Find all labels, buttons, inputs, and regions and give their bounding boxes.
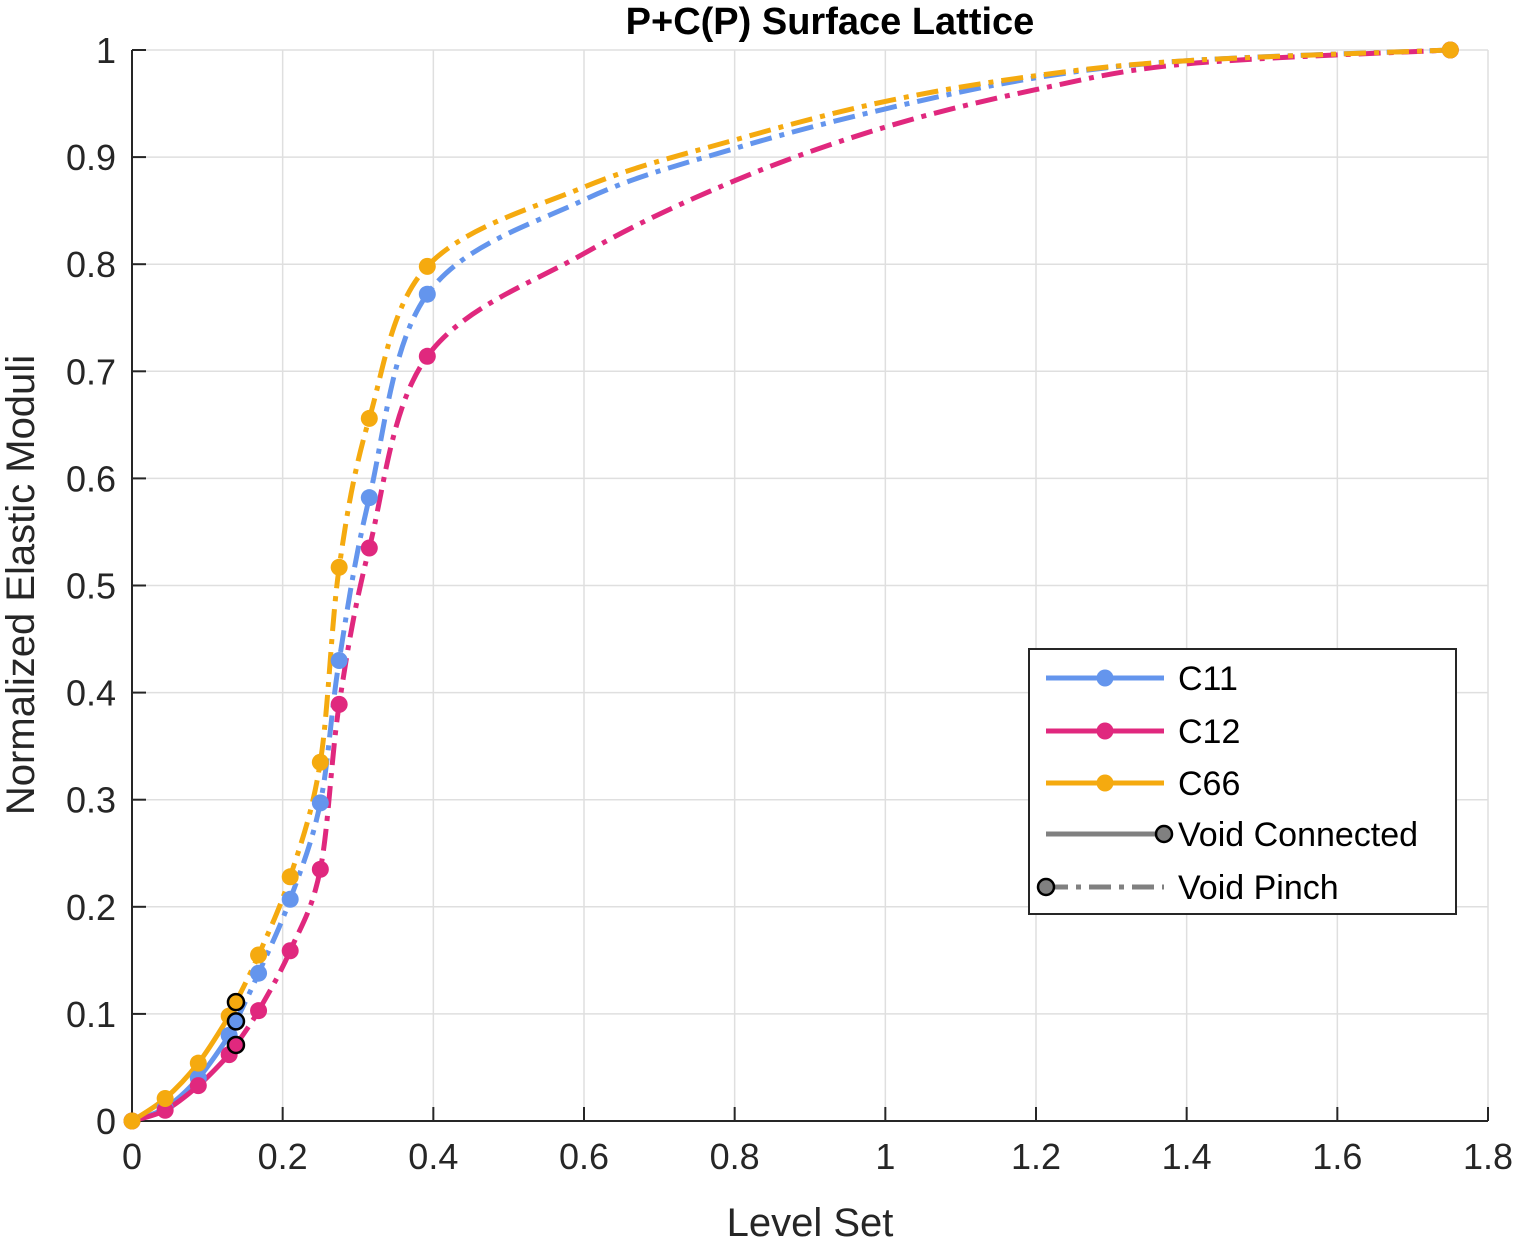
- data-point-c11: [281, 890, 299, 908]
- legend-label-c66: C66: [1178, 765, 1240, 803]
- x-tick-label: 0.4: [408, 1136, 458, 1177]
- x-tick-label: 0.2: [258, 1136, 308, 1177]
- x-tick-labels: 0 0.2 0.4 0.6 0.8 1 1.2 1.4 1.6 1.8: [122, 1136, 1513, 1177]
- y-tick-label: 1: [96, 30, 116, 71]
- data-point-c66: [123, 1112, 141, 1130]
- data-point-c12: [418, 347, 436, 365]
- legend: C11 C12 C66 Void Connected Void Pinch: [1028, 648, 1457, 915]
- data-point-c66: [156, 1090, 174, 1108]
- data-point-c66: [330, 558, 348, 576]
- chart-title: P+C(P) Surface Lattice: [626, 1, 1035, 43]
- y-tick-label: 0.5: [66, 566, 116, 607]
- legend-marker-c12: [1096, 722, 1114, 740]
- data-point-c66: [281, 868, 299, 886]
- x-tick-label: 0: [122, 1136, 142, 1177]
- y-tick-label: 0.3: [66, 780, 116, 821]
- y-tick-label: 0.2: [66, 887, 116, 928]
- data-point-c66: [311, 753, 329, 771]
- x-tick-label: 1.4: [1162, 1136, 1212, 1177]
- legend-marker-void-connected: [1154, 824, 1174, 844]
- x-tick-label: 1: [875, 1136, 895, 1177]
- data-point-c11: [330, 651, 348, 669]
- x-axis-label: Level Set: [727, 1201, 894, 1244]
- data-point-c66: [418, 257, 436, 275]
- data-point-c66: [360, 409, 378, 427]
- axes: [131, 49, 1489, 1122]
- data-point-c11: [311, 794, 329, 812]
- data-point-c66: [1441, 41, 1459, 59]
- data-point-c11: [250, 964, 268, 982]
- x-tick-label: 1.8: [1463, 1136, 1513, 1177]
- x-tick-label: 1.6: [1312, 1136, 1362, 1177]
- data-point-c66: [189, 1054, 207, 1072]
- series-line-c12-pinch: [233, 47, 1451, 1047]
- y-tick-label: 0.6: [66, 458, 116, 499]
- transition-point-c12: [226, 1035, 246, 1055]
- y-tick-label: 0.1: [66, 994, 116, 1035]
- series-line-c66-pinch: [233, 47, 1451, 1004]
- y-tick-label: 0.9: [66, 137, 116, 178]
- data-point-c12: [250, 1002, 268, 1020]
- data-point-c12: [156, 1101, 174, 1119]
- data-point-c11: [360, 489, 378, 507]
- legend-label-c12: C12: [1178, 713, 1240, 751]
- legend-marker-void-pinch: [1036, 877, 1056, 897]
- legend-label-void-pinch: Void Pinch: [1178, 869, 1339, 907]
- y-tick-label: 0.7: [66, 351, 116, 392]
- y-tick-label: 0.8: [66, 244, 116, 285]
- data-point-c12: [281, 942, 299, 960]
- data-point-c12: [311, 860, 329, 878]
- x-tick-label: 1.2: [1011, 1136, 1061, 1177]
- data-point-c12: [330, 695, 348, 713]
- x-tick-label: 0.6: [559, 1136, 609, 1177]
- data-point-c12: [360, 539, 378, 557]
- x-tick-label: 0.8: [710, 1136, 760, 1177]
- y-tick-label: 0: [96, 1101, 116, 1142]
- series-markers: [123, 41, 1459, 1130]
- legend-label-c11: C11: [1178, 660, 1238, 698]
- y-axis-label: Normalized Elastic Moduli: [0, 355, 43, 815]
- data-point-c12: [189, 1077, 207, 1095]
- legend-marker-c11: [1096, 669, 1114, 687]
- data-point-c66: [250, 946, 268, 964]
- y-tick-label: 0.4: [66, 673, 116, 714]
- transition-point-c66: [226, 992, 246, 1012]
- transition-point-c11: [226, 1012, 246, 1031]
- y-tick-labels: 0 0.1 0.2 0.3 0.4 0.5 0.6 0.7 0.8 0.9 1: [66, 30, 116, 1142]
- legend-marker-c66: [1096, 774, 1114, 792]
- data-point-c11: [418, 285, 436, 303]
- legend-label-void-connected: Void Connected: [1178, 816, 1418, 854]
